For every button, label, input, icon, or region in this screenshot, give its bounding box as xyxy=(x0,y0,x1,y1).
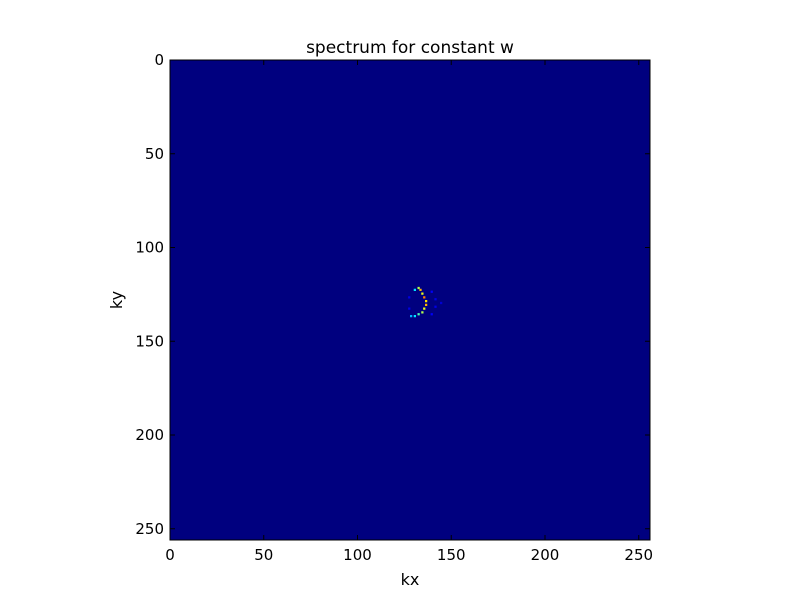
heatmap-cell xyxy=(410,315,413,318)
heatmap-cell xyxy=(434,298,437,301)
y-tick-label: 100 xyxy=(135,239,164,257)
heatmap-cell xyxy=(425,303,428,306)
x-tick-label: 100 xyxy=(343,546,372,564)
y-tick-label: 250 xyxy=(135,520,164,538)
heatmap-cell xyxy=(421,292,424,295)
heatmap-cell xyxy=(419,288,422,291)
heatmap-cell xyxy=(423,307,426,310)
heatmap-cell xyxy=(430,313,433,316)
heatmap-background xyxy=(170,60,650,540)
heatmap-cell xyxy=(408,296,411,299)
heatmap-cell xyxy=(434,305,437,308)
x-tick-label: 250 xyxy=(624,546,653,564)
y-tick-label: 150 xyxy=(135,332,164,350)
x-tick-label: 50 xyxy=(254,546,273,564)
x-tick-label: 150 xyxy=(437,546,466,564)
chart-title: spectrum for constant w xyxy=(306,38,514,58)
x-axis-label: kx xyxy=(401,570,420,589)
heatmap-cell xyxy=(413,288,416,291)
plot-area xyxy=(169,59,651,541)
y-tick-label: 0 xyxy=(154,51,164,69)
heatmap-cell xyxy=(440,301,443,305)
heatmap-cell xyxy=(430,290,433,293)
heatmap-cell xyxy=(413,315,416,318)
heatmap-cell xyxy=(408,307,411,310)
heatmap-cells xyxy=(408,286,443,318)
heatmap-cell xyxy=(417,313,420,316)
y-axis-label: ky xyxy=(107,291,126,309)
heatmap-cell xyxy=(425,300,428,303)
y-tick-label: 50 xyxy=(145,145,164,163)
x-tick-label: 0 xyxy=(165,546,175,564)
x-axis-ticks: 0 50 100 150 200 250 xyxy=(165,60,653,564)
plot-frame xyxy=(169,59,651,541)
y-axis-ticks: 0 50 100 150 200 250 xyxy=(135,51,650,538)
y-tick-label: 200 xyxy=(135,426,164,444)
x-tick-label: 200 xyxy=(531,546,560,564)
heatmap-cell xyxy=(421,311,424,314)
heatmap-cell xyxy=(423,296,426,299)
heatmap-cell xyxy=(417,286,420,290)
